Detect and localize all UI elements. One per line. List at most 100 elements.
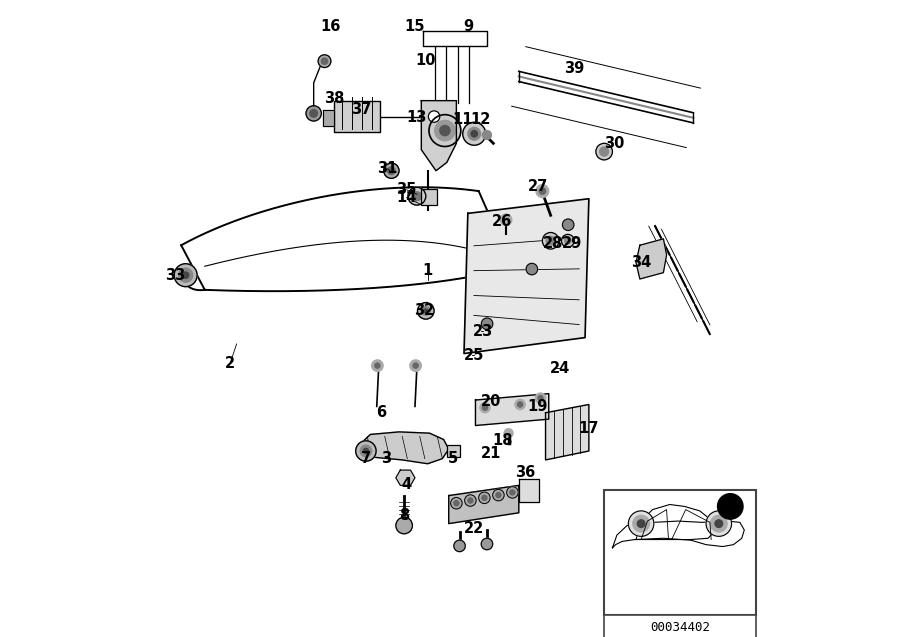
Circle shape xyxy=(396,517,412,534)
Polygon shape xyxy=(359,432,449,464)
Text: 10: 10 xyxy=(416,53,436,68)
Text: 2: 2 xyxy=(225,355,235,371)
Circle shape xyxy=(306,106,321,121)
Text: 16: 16 xyxy=(320,19,340,34)
Circle shape xyxy=(482,131,491,140)
FancyBboxPatch shape xyxy=(604,490,756,615)
Circle shape xyxy=(428,111,440,122)
Circle shape xyxy=(374,363,380,368)
Circle shape xyxy=(482,496,487,501)
Circle shape xyxy=(562,234,574,247)
Circle shape xyxy=(318,55,331,68)
Polygon shape xyxy=(475,394,549,426)
FancyBboxPatch shape xyxy=(334,101,380,132)
Circle shape xyxy=(175,264,197,287)
Circle shape xyxy=(451,497,462,509)
Circle shape xyxy=(536,393,545,403)
FancyBboxPatch shape xyxy=(446,445,460,457)
Circle shape xyxy=(538,396,543,401)
Circle shape xyxy=(717,494,743,519)
Circle shape xyxy=(539,188,545,194)
Circle shape xyxy=(510,490,515,495)
Circle shape xyxy=(500,214,512,225)
Text: 31: 31 xyxy=(377,161,398,176)
FancyBboxPatch shape xyxy=(604,615,756,637)
Circle shape xyxy=(418,303,434,319)
Circle shape xyxy=(536,185,549,197)
Polygon shape xyxy=(636,505,716,540)
Circle shape xyxy=(440,125,450,136)
Text: 32: 32 xyxy=(414,303,435,318)
Circle shape xyxy=(543,233,559,249)
Circle shape xyxy=(183,272,189,278)
Circle shape xyxy=(413,363,418,368)
Circle shape xyxy=(710,515,727,532)
Circle shape xyxy=(360,445,372,457)
Circle shape xyxy=(507,487,518,498)
Text: 18: 18 xyxy=(492,433,512,448)
Circle shape xyxy=(429,115,461,147)
Circle shape xyxy=(463,122,486,145)
Polygon shape xyxy=(636,239,667,279)
Text: 13: 13 xyxy=(407,110,428,125)
Circle shape xyxy=(546,236,555,245)
Text: 20: 20 xyxy=(482,394,501,409)
Text: 26: 26 xyxy=(492,214,512,229)
Circle shape xyxy=(464,495,476,506)
Text: 15: 15 xyxy=(405,19,425,34)
Text: 27: 27 xyxy=(527,178,548,194)
Circle shape xyxy=(468,127,481,140)
Circle shape xyxy=(364,448,368,454)
Circle shape xyxy=(492,489,504,501)
Circle shape xyxy=(468,498,472,503)
Polygon shape xyxy=(464,199,589,354)
Circle shape xyxy=(383,163,399,178)
Circle shape xyxy=(482,405,488,410)
Circle shape xyxy=(504,429,513,438)
Circle shape xyxy=(526,263,537,275)
Text: 33: 33 xyxy=(165,268,184,283)
Text: 28: 28 xyxy=(543,236,563,251)
Circle shape xyxy=(356,441,376,461)
Circle shape xyxy=(633,515,650,532)
Text: 11: 11 xyxy=(453,112,473,127)
Text: 30: 30 xyxy=(604,136,625,151)
Polygon shape xyxy=(396,470,415,485)
Text: 14: 14 xyxy=(397,190,417,205)
Text: 39: 39 xyxy=(564,61,584,76)
Polygon shape xyxy=(322,110,334,126)
Circle shape xyxy=(482,318,493,329)
Circle shape xyxy=(421,306,430,315)
Circle shape xyxy=(564,238,571,244)
Circle shape xyxy=(715,520,723,527)
Circle shape xyxy=(706,511,732,536)
Circle shape xyxy=(372,360,383,371)
Circle shape xyxy=(410,360,421,371)
Text: 7: 7 xyxy=(361,451,371,466)
Circle shape xyxy=(496,492,501,497)
Circle shape xyxy=(412,192,421,201)
Circle shape xyxy=(471,131,477,137)
Text: 19: 19 xyxy=(527,399,548,414)
Circle shape xyxy=(321,58,328,64)
Circle shape xyxy=(454,540,465,552)
Circle shape xyxy=(435,120,455,141)
Text: 25: 25 xyxy=(464,348,484,363)
Polygon shape xyxy=(612,521,744,548)
Circle shape xyxy=(518,402,523,407)
Text: 17: 17 xyxy=(579,420,599,436)
Text: 23: 23 xyxy=(473,324,493,339)
Polygon shape xyxy=(545,404,589,460)
Text: 29: 29 xyxy=(562,236,582,251)
Circle shape xyxy=(310,110,318,117)
Circle shape xyxy=(482,538,492,550)
Polygon shape xyxy=(518,479,539,502)
Circle shape xyxy=(479,492,490,503)
Circle shape xyxy=(596,143,612,160)
Circle shape xyxy=(515,399,526,410)
Text: 3: 3 xyxy=(382,451,392,466)
Circle shape xyxy=(480,403,491,413)
Text: 1: 1 xyxy=(423,263,433,278)
Text: 34: 34 xyxy=(631,255,652,270)
Text: 9: 9 xyxy=(463,19,473,34)
